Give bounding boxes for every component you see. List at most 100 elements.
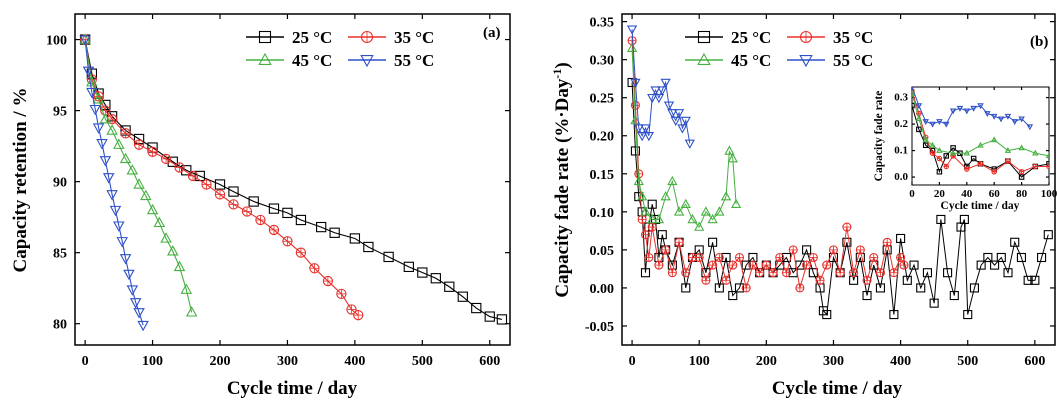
data-point: [855, 245, 865, 255]
data-point: [862, 290, 872, 301]
data-point: [430, 273, 441, 284]
data-point: [977, 141, 984, 148]
x-tick-label: 60: [989, 188, 1001, 200]
data-point: [626, 25, 638, 35]
data-point: [936, 169, 943, 175]
data-point: [1005, 158, 1011, 164]
data-point: [842, 237, 852, 247]
data-point: [1010, 237, 1020, 247]
series-line: [631, 29, 691, 144]
data-point: [889, 310, 899, 320]
data-point: [637, 214, 647, 224]
panel-b-capacity-fade-rate: (b) Cycle time / day Capacity fade rate …: [550, 13, 1057, 399]
data-point: [633, 175, 644, 186]
data-point: [916, 283, 926, 293]
data-point: [99, 112, 112, 124]
data-point: [977, 161, 984, 167]
data-point: [173, 260, 186, 272]
series-line: [631, 40, 905, 289]
data-point: [1046, 163, 1049, 170]
data-point: [663, 101, 675, 111]
data-point: [86, 87, 98, 99]
data-point: [990, 260, 1000, 270]
y-tick-label: 95: [53, 105, 67, 120]
legend-label: 55 °C: [833, 51, 873, 70]
data-point: [630, 100, 640, 110]
legend-entry: 25 °C: [685, 28, 771, 47]
data-point: [875, 283, 886, 293]
data-point: [943, 121, 950, 128]
data-point: [228, 186, 239, 197]
data-point: [201, 179, 212, 190]
series-line: [631, 82, 1049, 316]
data-point: [248, 196, 259, 207]
data-point: [102, 173, 115, 184]
series-55 °C: [912, 87, 1034, 131]
data-point: [133, 139, 145, 150]
data-point: [123, 269, 135, 281]
data-point: [1003, 268, 1013, 278]
data-point: [694, 221, 705, 231]
data-point: [964, 166, 970, 172]
data-point: [667, 268, 677, 278]
data-point: [990, 113, 998, 120]
panel-b-legend: 25 °C 35 °C 45 °C 55 °C: [685, 28, 873, 70]
data-point: [912, 102, 915, 109]
data-point: [929, 298, 939, 308]
x-tick-label: 300: [277, 354, 298, 369]
data-point: [670, 116, 681, 127]
legend-label: 25 °C: [731, 28, 771, 47]
data-point: [129, 298, 142, 309]
data-point: [403, 261, 414, 273]
legend-marker: [799, 55, 813, 68]
x-tick-label: 500: [412, 354, 433, 369]
data-point: [815, 275, 825, 285]
data-point: [647, 222, 657, 232]
y-tick-label: 100: [46, 34, 67, 49]
data-point: [909, 260, 919, 270]
panel-a-x-axis-label: Cycle time / day: [227, 378, 358, 399]
x-tick-label: 200: [756, 354, 777, 369]
data-point: [657, 230, 667, 240]
data-point: [353, 310, 364, 321]
data-point: [1016, 252, 1026, 263]
data-point: [899, 260, 909, 270]
data-point: [768, 268, 778, 278]
data-point: [654, 260, 664, 270]
panel-b-inset: Cycle time / day Capacity fade rate 0 20 4…: [873, 86, 1057, 212]
data-point: [929, 150, 936, 156]
legend-label: 45 °C: [731, 51, 771, 70]
data-point: [119, 152, 132, 164]
data-point: [109, 205, 122, 217]
series-55 °C: [626, 25, 695, 149]
data-point: [673, 109, 685, 119]
x-tick-label: 80: [1016, 188, 1028, 200]
inset-x-axis-label: Cycle time / day: [941, 200, 1020, 212]
legend-marker: [258, 52, 272, 65]
legend-entry: 55 °C: [787, 51, 873, 70]
data-point: [929, 121, 936, 128]
data-point: [640, 124, 651, 134]
legend-marker: [360, 55, 374, 68]
data-point: [1032, 163, 1039, 170]
data-point: [653, 93, 665, 104]
x-tick-label: 0: [629, 354, 636, 369]
data-point: [268, 203, 280, 214]
data-point: [113, 138, 125, 149]
data-point: [1030, 275, 1040, 285]
data-point: [140, 189, 152, 201]
data-point: [781, 268, 792, 278]
data-point: [970, 155, 977, 162]
data-point: [728, 260, 738, 270]
data-point: [92, 93, 105, 104]
data-point: [708, 260, 718, 270]
legend-label: 55 °C: [394, 51, 434, 70]
data-point: [146, 203, 159, 215]
legend-marker: [360, 30, 374, 44]
data-point: [915, 115, 923, 122]
data-point: [915, 103, 923, 110]
series-line: [84, 39, 359, 316]
data-point: [1023, 275, 1033, 285]
data-point: [627, 77, 637, 88]
data-point: [1045, 152, 1049, 159]
